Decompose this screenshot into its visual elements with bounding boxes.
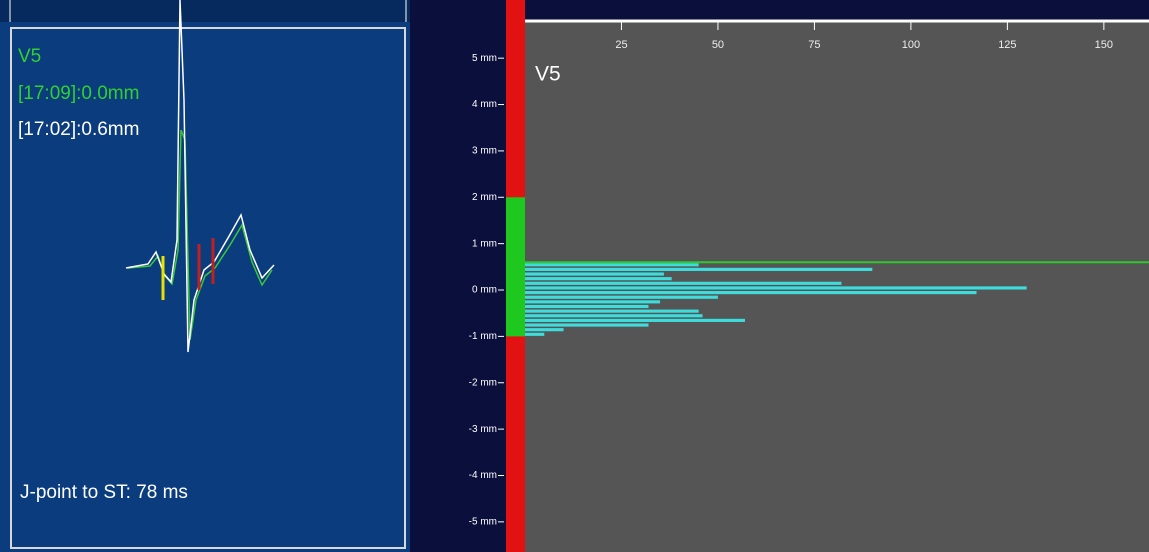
histogram-bar — [525, 323, 649, 327]
histogram-bar — [525, 286, 1027, 290]
ecg-header — [0, 0, 410, 22]
histogram-bar — [525, 295, 718, 299]
histogram-bar — [525, 318, 745, 322]
y-tick-label: 5 mm — [472, 53, 497, 64]
lead-label: V5 — [18, 46, 41, 67]
y-tick-label: -1 mm — [469, 331, 497, 342]
histogram-bar — [525, 309, 699, 313]
y-tick-label: 3 mm — [472, 146, 497, 157]
y-tick-label: 1 mm — [472, 238, 497, 249]
ecg-frame — [10, 27, 406, 549]
x-tick-label: 25 — [615, 39, 627, 51]
x-tick-label: 50 — [712, 39, 724, 51]
chart-title: V5 — [535, 63, 561, 86]
reference-value: [17:02]:0.6mm — [18, 119, 139, 140]
y-tick-label: -3 mm — [469, 424, 497, 435]
histogram-bar — [525, 267, 873, 271]
y-tick-label: -2 mm — [469, 377, 497, 388]
histogram-bar — [525, 291, 977, 295]
histogram-bar — [525, 263, 699, 267]
histogram-bar — [525, 272, 664, 276]
histogram-bar — [525, 314, 703, 318]
histogram-bar — [525, 277, 672, 281]
ecg-trace-reference — [125, 0, 275, 353]
y-tick-label: 0 mm — [472, 285, 497, 296]
histogram-bar — [525, 281, 842, 285]
x-tick-label: 75 — [808, 39, 820, 51]
histogram-bar — [525, 300, 661, 304]
y-tick-label: 4 mm — [472, 99, 497, 110]
histogram-bar — [525, 332, 545, 336]
y-tick-label: -5 mm — [469, 517, 497, 528]
x-tick-label: 150 — [1095, 39, 1113, 51]
current-value: [17:09]:0.0mm — [18, 83, 139, 104]
y-tick-label: 2 mm — [472, 192, 497, 203]
normal-range — [506, 197, 525, 337]
footer-label: J-point to ST: 78 ms — [20, 482, 188, 503]
histogram-bar — [525, 304, 649, 309]
y-tick-label: -4 mm — [469, 470, 497, 481]
histogram: 5 mm 4 mm 3 mm 2 mm 1 mm 0 mm -1 mm -2 mm -3 mm -… — [469, 0, 1149, 552]
x-tick-label: 100 — [902, 39, 920, 51]
histogram-bar — [525, 328, 564, 332]
x-tick-label: 125 — [998, 39, 1016, 51]
